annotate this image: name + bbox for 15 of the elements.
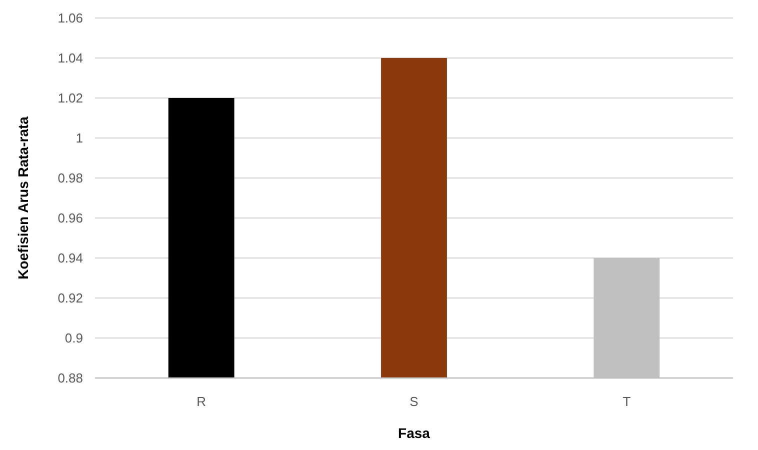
x-tick-label: T — [622, 394, 631, 409]
y-tick-label: 0.94 — [58, 250, 83, 266]
x-tick-label: S — [410, 394, 419, 409]
y-tick-label: 1.02 — [58, 90, 83, 106]
y-tick-label: 0.88 — [58, 370, 83, 386]
y-tick-label: 1 — [76, 130, 83, 146]
y-tick-label: 0.9 — [64, 330, 83, 346]
y-tick-label: 0.92 — [58, 290, 83, 306]
y-tick-label: 1.04 — [58, 50, 83, 66]
x-tick-label: R — [196, 394, 206, 409]
y-tick-label: 0.98 — [58, 170, 83, 186]
y-tick-label: 1.06 — [58, 10, 83, 26]
y-tick-label: 0.96 — [58, 210, 83, 226]
x-axis-title: Fasa — [398, 425, 430, 441]
y-axis-title: Koefisien Arus Rata-rata — [15, 116, 31, 280]
